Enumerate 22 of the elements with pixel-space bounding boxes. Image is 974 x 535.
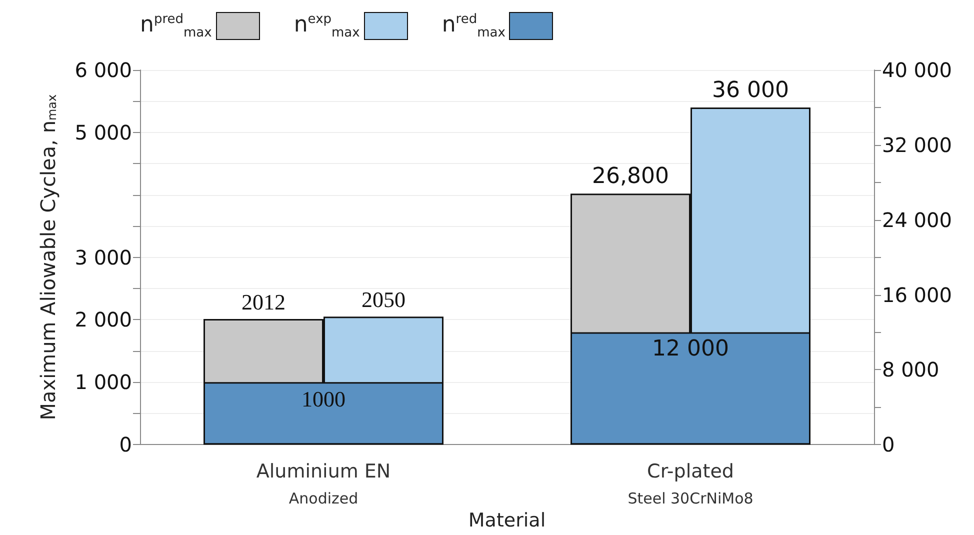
data-label: 36 000	[712, 78, 789, 103]
x-axis-title: Material	[468, 510, 546, 532]
y-tick-label: 6 000	[74, 58, 132, 82]
data-label: 1000	[302, 386, 346, 412]
data-label: 26,800	[592, 164, 669, 190]
y-tick-label: 2 000	[74, 308, 132, 332]
y-tick-label: 1 000	[74, 370, 132, 394]
y-tick-label: 5 000	[74, 120, 132, 144]
x-tick-label: Cr-plated Steel 30CrNiMo8	[628, 460, 754, 508]
y-tick-label: 3 000	[74, 245, 132, 270]
x-tick-label: Aluminium EN Anodized	[256, 460, 391, 508]
y-tick-label: 0	[119, 432, 132, 457]
data-label: 2012	[242, 289, 286, 314]
y-axis-title: Maximum Aliowable Cyclea, nmax	[36, 94, 60, 420]
y2-tick-label: 16 000	[882, 282, 952, 307]
y2-tick-label: 40 000	[882, 58, 952, 82]
data-label: 2050	[362, 287, 406, 312]
y2-tick-label: 0	[882, 432, 895, 457]
y2-tick-label: 32 000	[882, 132, 952, 157]
data-label: 12 000	[652, 336, 729, 362]
y2-tick-label: 8 000	[882, 358, 940, 382]
y2-tick-label: 24 000	[882, 208, 952, 232]
